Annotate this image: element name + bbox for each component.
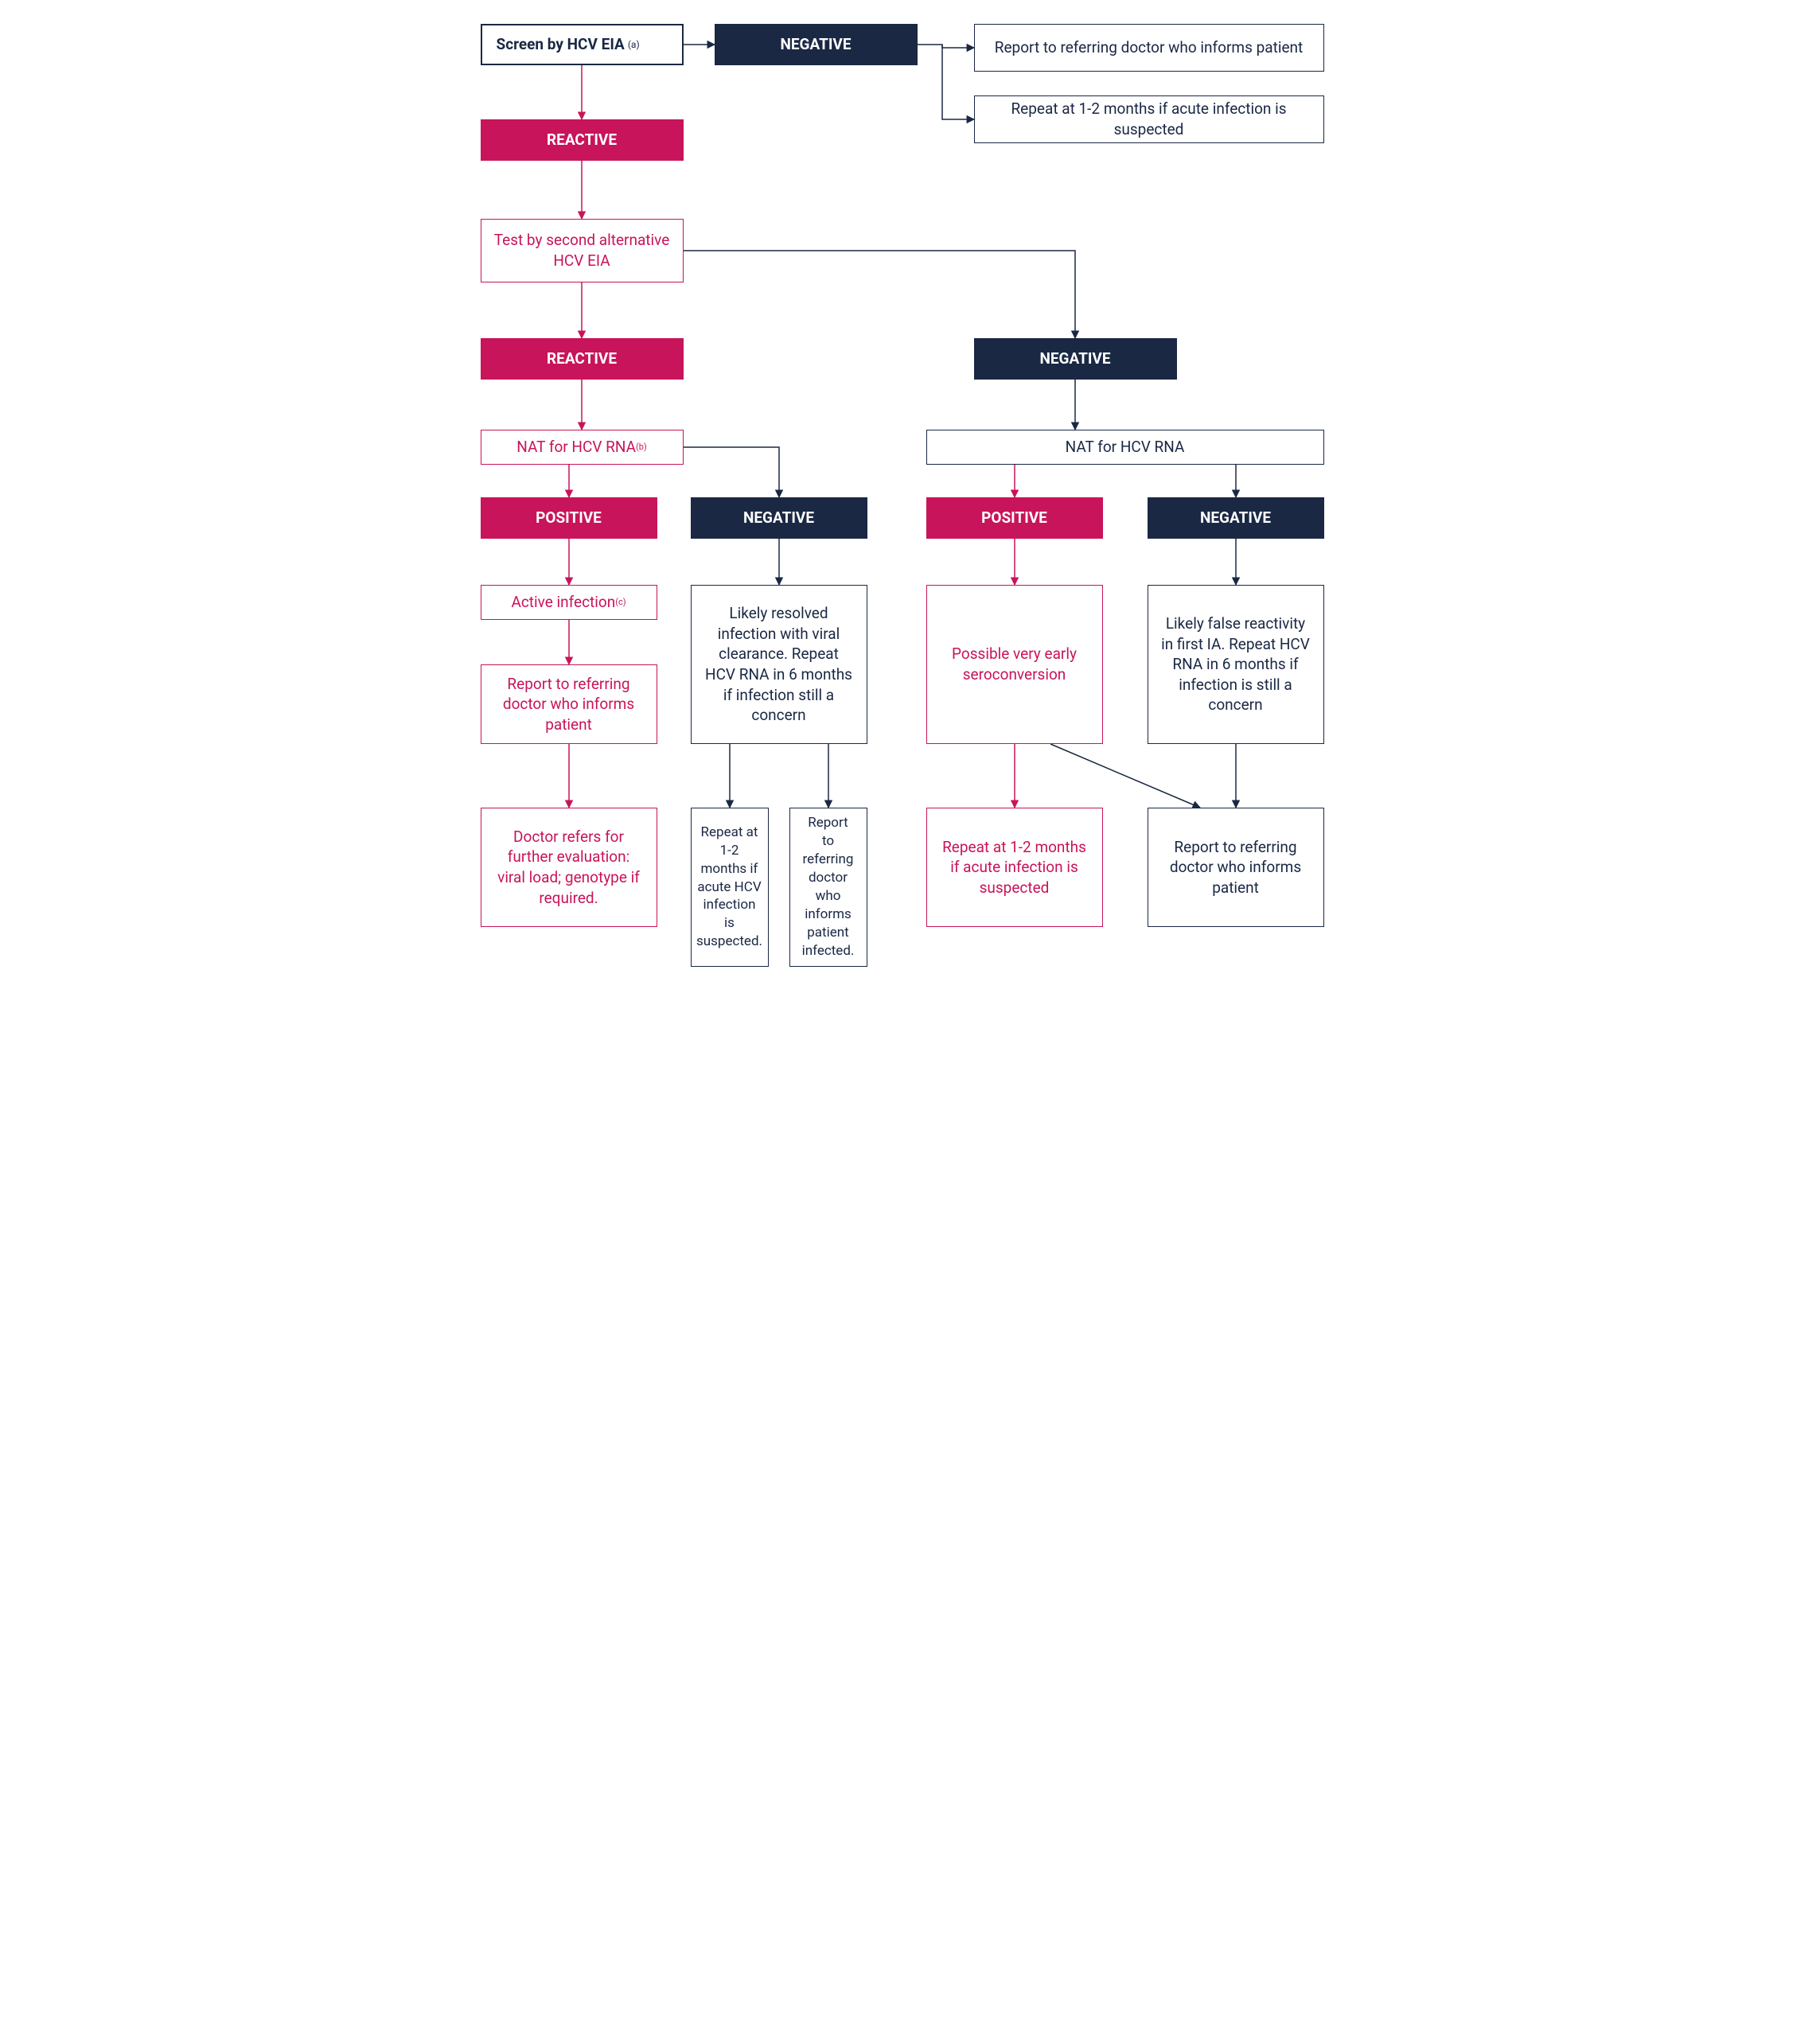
node-screen: Screen by HCV EIA (a) (481, 24, 684, 65)
node-label: NAT for HCV RNA (1066, 437, 1185, 458)
node-neg2: NEGATIVE (974, 338, 1177, 380)
node-repeat_top: Repeat at 1-2 months if acute infection … (974, 95, 1324, 143)
node-nat_left: NAT for HCV RNA (b) (481, 430, 684, 465)
node-reactive2: REACTIVE (481, 338, 684, 380)
node-neg_right: NEGATIVE (1148, 497, 1324, 539)
node-false_react: Likely false reactivity in first IA. Rep… (1148, 585, 1324, 744)
node-label: NEGATIVE (1039, 349, 1110, 369)
node-report_pink: Report to referring doctor who informs p… (481, 664, 657, 744)
node-label: Report to referring doctor who informs p… (801, 814, 855, 960)
node-report_bl2: Report to referring doctor who informs p… (789, 808, 867, 967)
node-report_top: Report to referring doctor who informs p… (974, 24, 1324, 72)
node-label: Possible very early seroconversion (938, 644, 1091, 684)
node-label: Screen by HCV EIA (497, 34, 625, 55)
node-label: Doctor refers for further evaluation: vi… (493, 827, 645, 909)
edge-second_eia-to-neg2 (684, 251, 1075, 338)
node-report_br2: Report to referring doctor who informs p… (1148, 808, 1324, 927)
node-label: Report to referring doctor who informs p… (493, 674, 645, 735)
node-label: Repeat at 1-2 months if acute infection … (986, 99, 1312, 139)
node-label: Report to referring doctor who informs p… (1159, 837, 1312, 898)
node-label: Active infection (511, 592, 615, 613)
node-pos_right: POSITIVE (926, 497, 1103, 539)
node-neg_left: NEGATIVE (691, 497, 867, 539)
node-label: POSITIVE (981, 508, 1047, 528)
node-refer_eval: Doctor refers for further evaluation: vi… (481, 808, 657, 927)
edge-seroconv-to-report_br2 (1050, 744, 1200, 808)
node-neg1: NEGATIVE (715, 24, 918, 65)
node-second_eia: Test by second alternative HCV EIA (481, 219, 684, 282)
node-label: POSITIVE (536, 508, 602, 528)
edge-neg1-to-report_top (918, 45, 974, 48)
node-seroconv: Possible very early seroconversion (926, 585, 1103, 744)
node-nat_right: NAT for HCV RNA (926, 430, 1324, 465)
node-pos_left: POSITIVE (481, 497, 657, 539)
node-label: Report to referring doctor who informs p… (995, 37, 1303, 58)
edge-nat_left-to-neg_left (684, 447, 779, 497)
node-label: Likely resolved infection with viral cle… (703, 603, 855, 726)
footnote-ref: (c) (615, 597, 626, 609)
node-repeat_br1: Repeat at 1-2 months if acute infection … (926, 808, 1103, 927)
node-repeat_bl1: Repeat at 1-2 months if acute HCV infect… (691, 808, 769, 967)
flowchart: Screen by HCV EIA (a) NEGATIVE Report to r… (481, 24, 1340, 995)
node-label: NEGATIVE (743, 508, 814, 528)
node-label: REACTIVE (547, 130, 617, 150)
footnote-ref: (b) (636, 442, 647, 454)
node-label: Repeat at 1-2 months if acute infection … (938, 837, 1091, 898)
node-label: Repeat at 1-2 months if acute HCV infect… (696, 824, 762, 952)
node-label: NEGATIVE (780, 34, 851, 55)
node-label: Test by second alternative HCV EIA (493, 230, 672, 271)
node-label: Likely false reactivity in first IA. Rep… (1159, 613, 1312, 715)
node-active_inf: Active infection (c) (481, 585, 657, 620)
node-resolved: Likely resolved infection with viral cle… (691, 585, 867, 744)
node-label: NEGATIVE (1200, 508, 1271, 528)
node-label: REACTIVE (547, 349, 617, 369)
edge-neg1-to-repeat_top (942, 45, 974, 119)
node-reactive1: REACTIVE (481, 119, 684, 161)
node-label: NAT for HCV RNA (516, 437, 636, 458)
footnote-ref: (a) (628, 38, 640, 51)
